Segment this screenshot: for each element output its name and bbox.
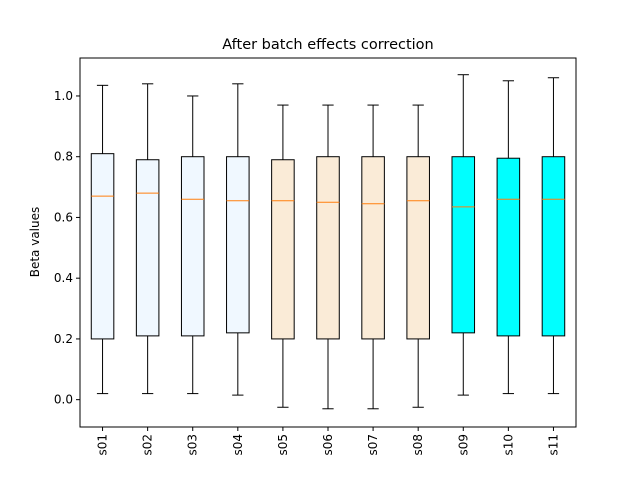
box-group-s10 — [496, 80, 521, 395]
chart-title: After batch effects correction — [222, 37, 434, 53]
box — [361, 156, 385, 340]
box-group-s06 — [316, 104, 340, 410]
box-group-s01 — [90, 84, 115, 395]
box-group-s03 — [180, 95, 205, 395]
box — [496, 157, 521, 337]
box-group-s07 — [361, 104, 385, 410]
x-tick-label: s08 — [411, 434, 425, 456]
box — [90, 153, 115, 340]
box — [406, 156, 430, 340]
x-tick-label: s04 — [231, 434, 245, 456]
box-group-s02 — [135, 83, 160, 395]
box — [316, 156, 340, 340]
box — [271, 159, 295, 340]
box-group-s11 — [541, 77, 566, 395]
x-tick-label: s09 — [456, 434, 470, 456]
x-tick-label: s07 — [366, 434, 380, 456]
x-tick-label: s05 — [276, 434, 290, 456]
box — [226, 156, 250, 334]
box-group-s09 — [451, 74, 476, 396]
box-group-s08 — [406, 104, 430, 408]
y-tick-label: 0.0 — [54, 393, 73, 407]
x-tick-label: s03 — [186, 434, 200, 456]
box — [451, 156, 476, 334]
y-tick-label: 1.0 — [54, 89, 73, 103]
box-group-s05 — [271, 104, 295, 408]
box — [541, 156, 566, 337]
y-tick-label: 0.8 — [54, 150, 73, 164]
box-group-s04 — [226, 83, 250, 396]
y-axis-label: Beta values — [28, 207, 42, 278]
y-tick-label: 0.2 — [54, 332, 73, 346]
y-tick-label: 0.4 — [54, 271, 73, 285]
box — [135, 159, 160, 337]
x-tick-label: s10 — [501, 434, 515, 456]
x-tick-label: s06 — [321, 434, 335, 456]
x-tick-label: s01 — [96, 434, 110, 456]
x-tick-label: s11 — [546, 434, 560, 456]
box — [180, 156, 205, 337]
plot-area: 0.0 0.2 0.4 0.6 0.8 1.0 s01 s02 s03 s04 s05 s06 s07 s… — [54, 57, 577, 456]
x-tick-label: s02 — [141, 434, 155, 456]
y-tick-label: 0.6 — [54, 210, 73, 224]
